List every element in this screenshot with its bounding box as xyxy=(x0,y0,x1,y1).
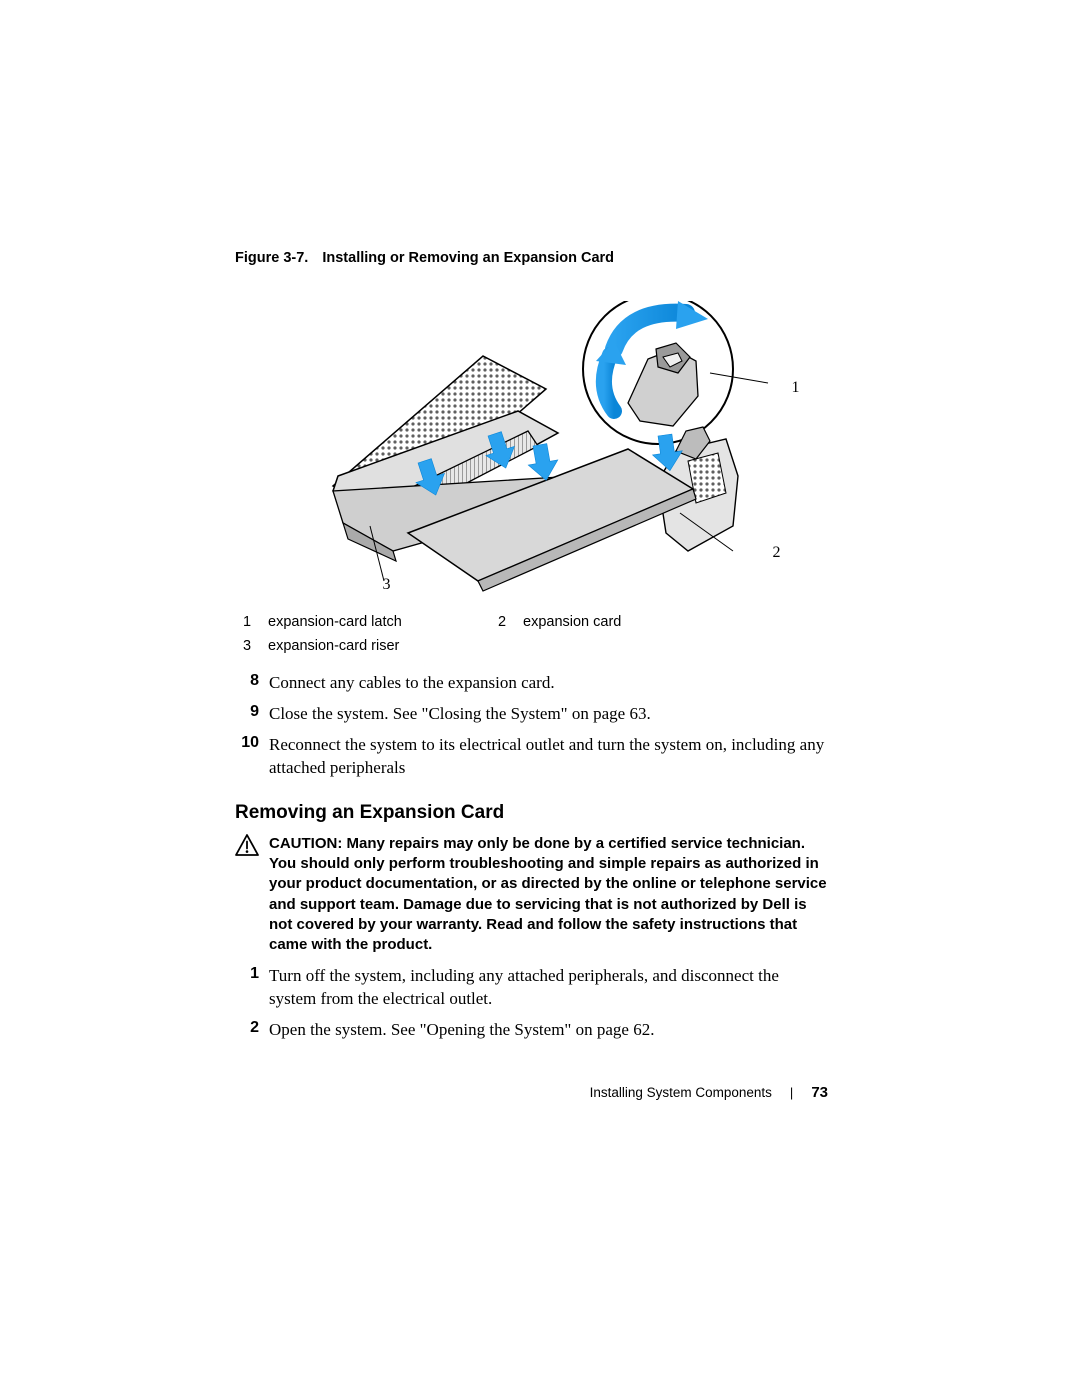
legend-num: 1 xyxy=(243,614,268,630)
footer-chapter: Installing System Components xyxy=(590,1085,772,1100)
step-row: 1 Turn off the system, including any att… xyxy=(235,965,830,1011)
caution-text: CAUTION: Many repairs may only be done b… xyxy=(269,834,830,956)
figure-caption: Figure 3-7. Installing or Removing an Ex… xyxy=(235,250,830,266)
step-text: Turn off the system, including any attac… xyxy=(269,965,830,1011)
step-number: 1 xyxy=(235,965,269,1011)
legend-num: 2 xyxy=(498,614,523,630)
caution-icon xyxy=(235,834,269,956)
figure-illustration: 1 2 3 xyxy=(278,301,788,596)
step-text: Close the system. See "Closing the Syste… xyxy=(269,703,651,726)
legend-label: expansion card xyxy=(523,614,830,630)
step-row: 9 Close the system. See "Closing the Sys… xyxy=(235,703,830,726)
legend-label: expansion-card riser xyxy=(268,638,498,654)
legend-num: 3 xyxy=(243,638,268,654)
step-row: 2 Open the system. See "Opening the Syst… xyxy=(235,1019,830,1042)
step-row: 8 Connect any cables to the expansion ca… xyxy=(235,672,830,695)
footer-separator: | xyxy=(790,1085,793,1100)
step-row: 10 Reconnect the system to its electrica… xyxy=(235,734,830,780)
step-number: 8 xyxy=(235,672,269,695)
figure-legend: 1 expansion-card latch 2 expansion card … xyxy=(243,614,830,654)
step-text: Reconnect the system to its electrical o… xyxy=(269,734,830,780)
step-number: 2 xyxy=(235,1019,269,1042)
legend-label: expansion-card latch xyxy=(268,614,498,630)
section-heading: Removing an Expansion Card xyxy=(235,802,830,824)
step-text: Open the system. See "Opening the System… xyxy=(269,1019,654,1042)
expansion-card-diagram-icon xyxy=(278,301,788,596)
figure-number: Figure 3-7. xyxy=(235,250,308,266)
step-number: 10 xyxy=(235,734,269,780)
caution-block: CAUTION: Many repairs may only be done b… xyxy=(235,834,830,956)
step-number: 9 xyxy=(235,703,269,726)
figure-callout-2: 2 xyxy=(773,544,781,562)
manual-page: Figure 3-7. Installing or Removing an Ex… xyxy=(0,0,1080,1397)
figure-callout-3: 3 xyxy=(383,576,391,594)
figure-callout-1: 1 xyxy=(792,379,800,397)
step-text: Connect any cables to the expansion card… xyxy=(269,672,555,695)
footer-page-number: 73 xyxy=(811,1084,828,1101)
steps-section: 1 Turn off the system, including any att… xyxy=(235,965,830,1042)
figure-title: Installing or Removing an Expansion Card xyxy=(322,250,614,266)
steps-continued: 8 Connect any cables to the expansion ca… xyxy=(235,672,830,780)
page-footer: Installing System Components | 73 xyxy=(590,1084,828,1101)
